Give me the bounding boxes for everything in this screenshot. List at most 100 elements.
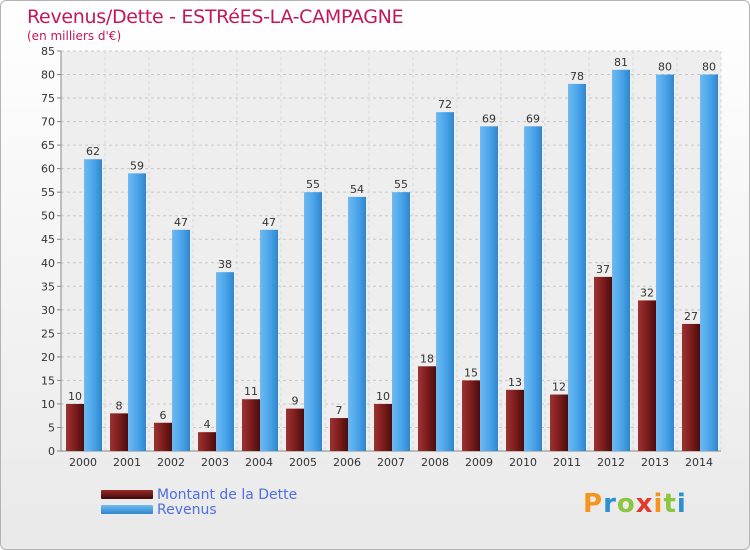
- bar-revenus: [568, 83, 586, 452]
- y-tick-label: 65: [41, 139, 55, 152]
- x-tick-label: 2012: [597, 456, 625, 469]
- bar-dette: [550, 394, 568, 451]
- data-label-revenus: 47: [174, 216, 188, 229]
- data-label-dette: 9: [292, 395, 299, 408]
- data-label-revenus: 81: [614, 56, 628, 69]
- y-tick-label: 60: [41, 163, 55, 176]
- bar-revenus: [304, 192, 322, 452]
- logo-letter: x: [635, 489, 654, 519]
- logo-letter: r: [603, 489, 617, 519]
- data-label-dette: 27: [684, 310, 698, 323]
- bar-revenus: [348, 196, 366, 451]
- bar-dette: [242, 399, 260, 451]
- x-tick-label: 2009: [465, 456, 493, 469]
- data-label-dette: 37: [596, 263, 610, 276]
- data-label-revenus: 47: [262, 216, 276, 229]
- bar-dette: [286, 408, 304, 451]
- bar-revenus: [216, 272, 234, 451]
- x-tick-label: 2008: [421, 456, 449, 469]
- legend-label-revenus: Revenus: [157, 501, 217, 518]
- logo-letter: i: [676, 489, 687, 519]
- bar-revenus: [700, 74, 718, 451]
- bar-dette: [682, 323, 700, 451]
- data-label-dette: 6: [160, 409, 167, 422]
- y-tick-label: 55: [41, 186, 55, 199]
- y-tick-label: 45: [41, 233, 55, 246]
- logo-letter: o: [616, 489, 636, 519]
- bar-revenus: [128, 173, 146, 451]
- y-tick-label: 20: [41, 351, 55, 364]
- data-label-dette: 32: [640, 286, 654, 299]
- data-label-revenus: 72: [438, 98, 452, 111]
- data-label-revenus: 38: [218, 258, 232, 271]
- bar-dette: [506, 389, 524, 451]
- bar-dette: [462, 380, 480, 451]
- bar-revenus: [84, 159, 102, 451]
- data-label-dette: 4: [204, 418, 211, 431]
- data-label-dette: 8: [116, 399, 123, 412]
- bar-revenus: [436, 112, 454, 452]
- data-label-revenus: 55: [306, 178, 320, 191]
- x-tick-label: 2007: [377, 456, 405, 469]
- data-label-dette: 18: [420, 352, 434, 365]
- data-label-dette: 11: [244, 385, 258, 398]
- legend-label-dette: Montant de la Dette: [157, 486, 298, 503]
- data-label-dette: 13: [508, 376, 522, 389]
- logo-letter: t: [663, 489, 677, 519]
- bar-dette: [198, 432, 216, 451]
- x-tick-label: 2000: [69, 456, 97, 469]
- data-label-revenus: 80: [658, 61, 672, 74]
- y-tick-label: 25: [41, 327, 55, 340]
- data-label-revenus: 62: [86, 145, 100, 158]
- bar-dette: [110, 413, 128, 451]
- x-tick-label: 2002: [157, 456, 185, 469]
- x-tick-label: 2006: [333, 456, 361, 469]
- y-tick-label: 10: [41, 398, 55, 411]
- legend-swatch-revenus: [101, 505, 153, 514]
- x-tick-label: 2010: [509, 456, 537, 469]
- x-tick-label: 2003: [201, 456, 229, 469]
- y-tick-label: 80: [41, 69, 55, 82]
- y-tick-label: 5: [48, 421, 55, 434]
- bar-revenus: [524, 126, 542, 451]
- data-label-revenus: 69: [482, 112, 496, 125]
- bar-revenus: [656, 74, 674, 451]
- y-tick-label: 50: [41, 210, 55, 223]
- data-label-revenus: 59: [130, 159, 144, 172]
- bar-dette: [66, 403, 84, 451]
- bar-dette: [418, 366, 436, 451]
- data-label-revenus: 78: [570, 70, 584, 83]
- legend-item-dette: Montant de la Dette: [101, 486, 298, 503]
- data-label-revenus: 69: [526, 112, 540, 125]
- y-tick-label: 85: [41, 45, 55, 58]
- bar-dette: [154, 422, 172, 451]
- x-tick-label: 2004: [245, 456, 273, 469]
- x-tick-label: 2001: [113, 456, 141, 469]
- chart-subtitle: (en milliers d'€): [27, 29, 122, 43]
- chart-title: Revenus/Dette - ESTRéES-LA-CAMPAGNE: [27, 6, 404, 28]
- bar-dette: [638, 300, 656, 451]
- y-tick-label: 35: [41, 280, 55, 293]
- data-label-dette: 7: [336, 404, 343, 417]
- y-tick-label: 70: [41, 116, 55, 129]
- y-tick-label: 0: [48, 445, 55, 458]
- data-label-dette: 10: [376, 390, 390, 403]
- bar-dette: [330, 418, 348, 451]
- logo-letter: P: [583, 489, 604, 519]
- x-tick-label: 2011: [553, 456, 581, 469]
- data-label-revenus: 54: [350, 183, 364, 196]
- legend: Montant de la Dette Revenus: [101, 486, 298, 518]
- bar-revenus: [172, 229, 190, 451]
- logo-letter: i: [653, 489, 664, 519]
- x-tick-label: 2005: [289, 456, 317, 469]
- proxiti-logo: Proxiti: [583, 489, 687, 519]
- data-label-revenus: 55: [394, 178, 408, 191]
- bar-dette: [374, 403, 392, 451]
- bar-revenus: [260, 229, 278, 451]
- y-tick-label: 30: [41, 304, 55, 317]
- data-label-dette: 15: [464, 366, 478, 379]
- bar-revenus: [612, 69, 630, 451]
- x-tick-label: 2013: [641, 456, 669, 469]
- bar-revenus: [480, 126, 498, 451]
